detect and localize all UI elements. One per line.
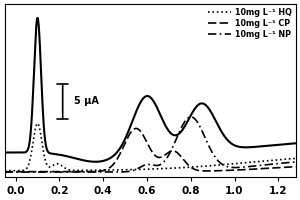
Legend: 10mg L⁻¹ HQ, 10mg L⁻¹ CP, 10mg L⁻¹ NP: 10mg L⁻¹ HQ, 10mg L⁻¹ CP, 10mg L⁻¹ NP xyxy=(205,5,295,42)
Text: 5 μA: 5 μA xyxy=(74,96,98,106)
